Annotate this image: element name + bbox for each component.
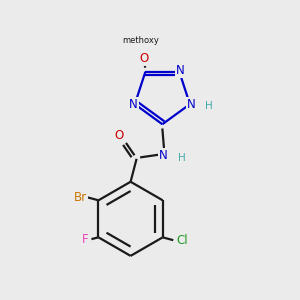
Text: H: H (178, 153, 185, 163)
Text: N: N (129, 98, 138, 111)
Text: N: N (176, 64, 184, 77)
Text: methoxy: methoxy (122, 36, 159, 45)
Text: Cl: Cl (176, 234, 188, 247)
Text: O: O (114, 129, 124, 142)
Text: O: O (139, 52, 148, 65)
Text: F: F (82, 232, 88, 246)
Text: N: N (159, 149, 168, 162)
Text: Br: Br (74, 191, 87, 204)
Text: N: N (187, 98, 196, 111)
Text: H: H (206, 101, 213, 111)
